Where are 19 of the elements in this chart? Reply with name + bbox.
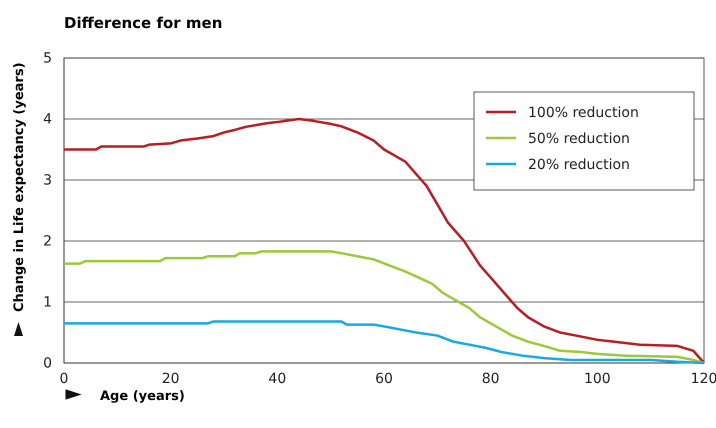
x-tick-label: 120 (690, 370, 716, 387)
y-tick-label: 5 (43, 50, 52, 66)
y-axis-title: Change in Life expectancy (years) (12, 62, 27, 312)
y-tick-label: 4 (43, 111, 52, 128)
y-tick-label: 1 (43, 294, 52, 310)
x-axis-title: Age (years) (100, 389, 185, 404)
y-tick-label: 2 (43, 233, 52, 250)
y-tick-label: 3 (43, 172, 52, 188)
x-tick-label: 0 (60, 370, 68, 387)
chart-title: Difference for men (64, 14, 222, 32)
legend-label: 100% reduction (528, 105, 639, 121)
legend-label: 20% reduction (528, 157, 630, 173)
x-tick-label: 100 (584, 370, 611, 387)
x-tick-label: 40 (268, 370, 286, 387)
y-tick-label: 0 (43, 355, 52, 372)
x-tick-label: 60 (375, 370, 393, 387)
x-tick-label: 80 (482, 370, 500, 387)
legend-label: 50% reduction (528, 131, 630, 147)
x-tick-label: 20 (162, 370, 180, 387)
